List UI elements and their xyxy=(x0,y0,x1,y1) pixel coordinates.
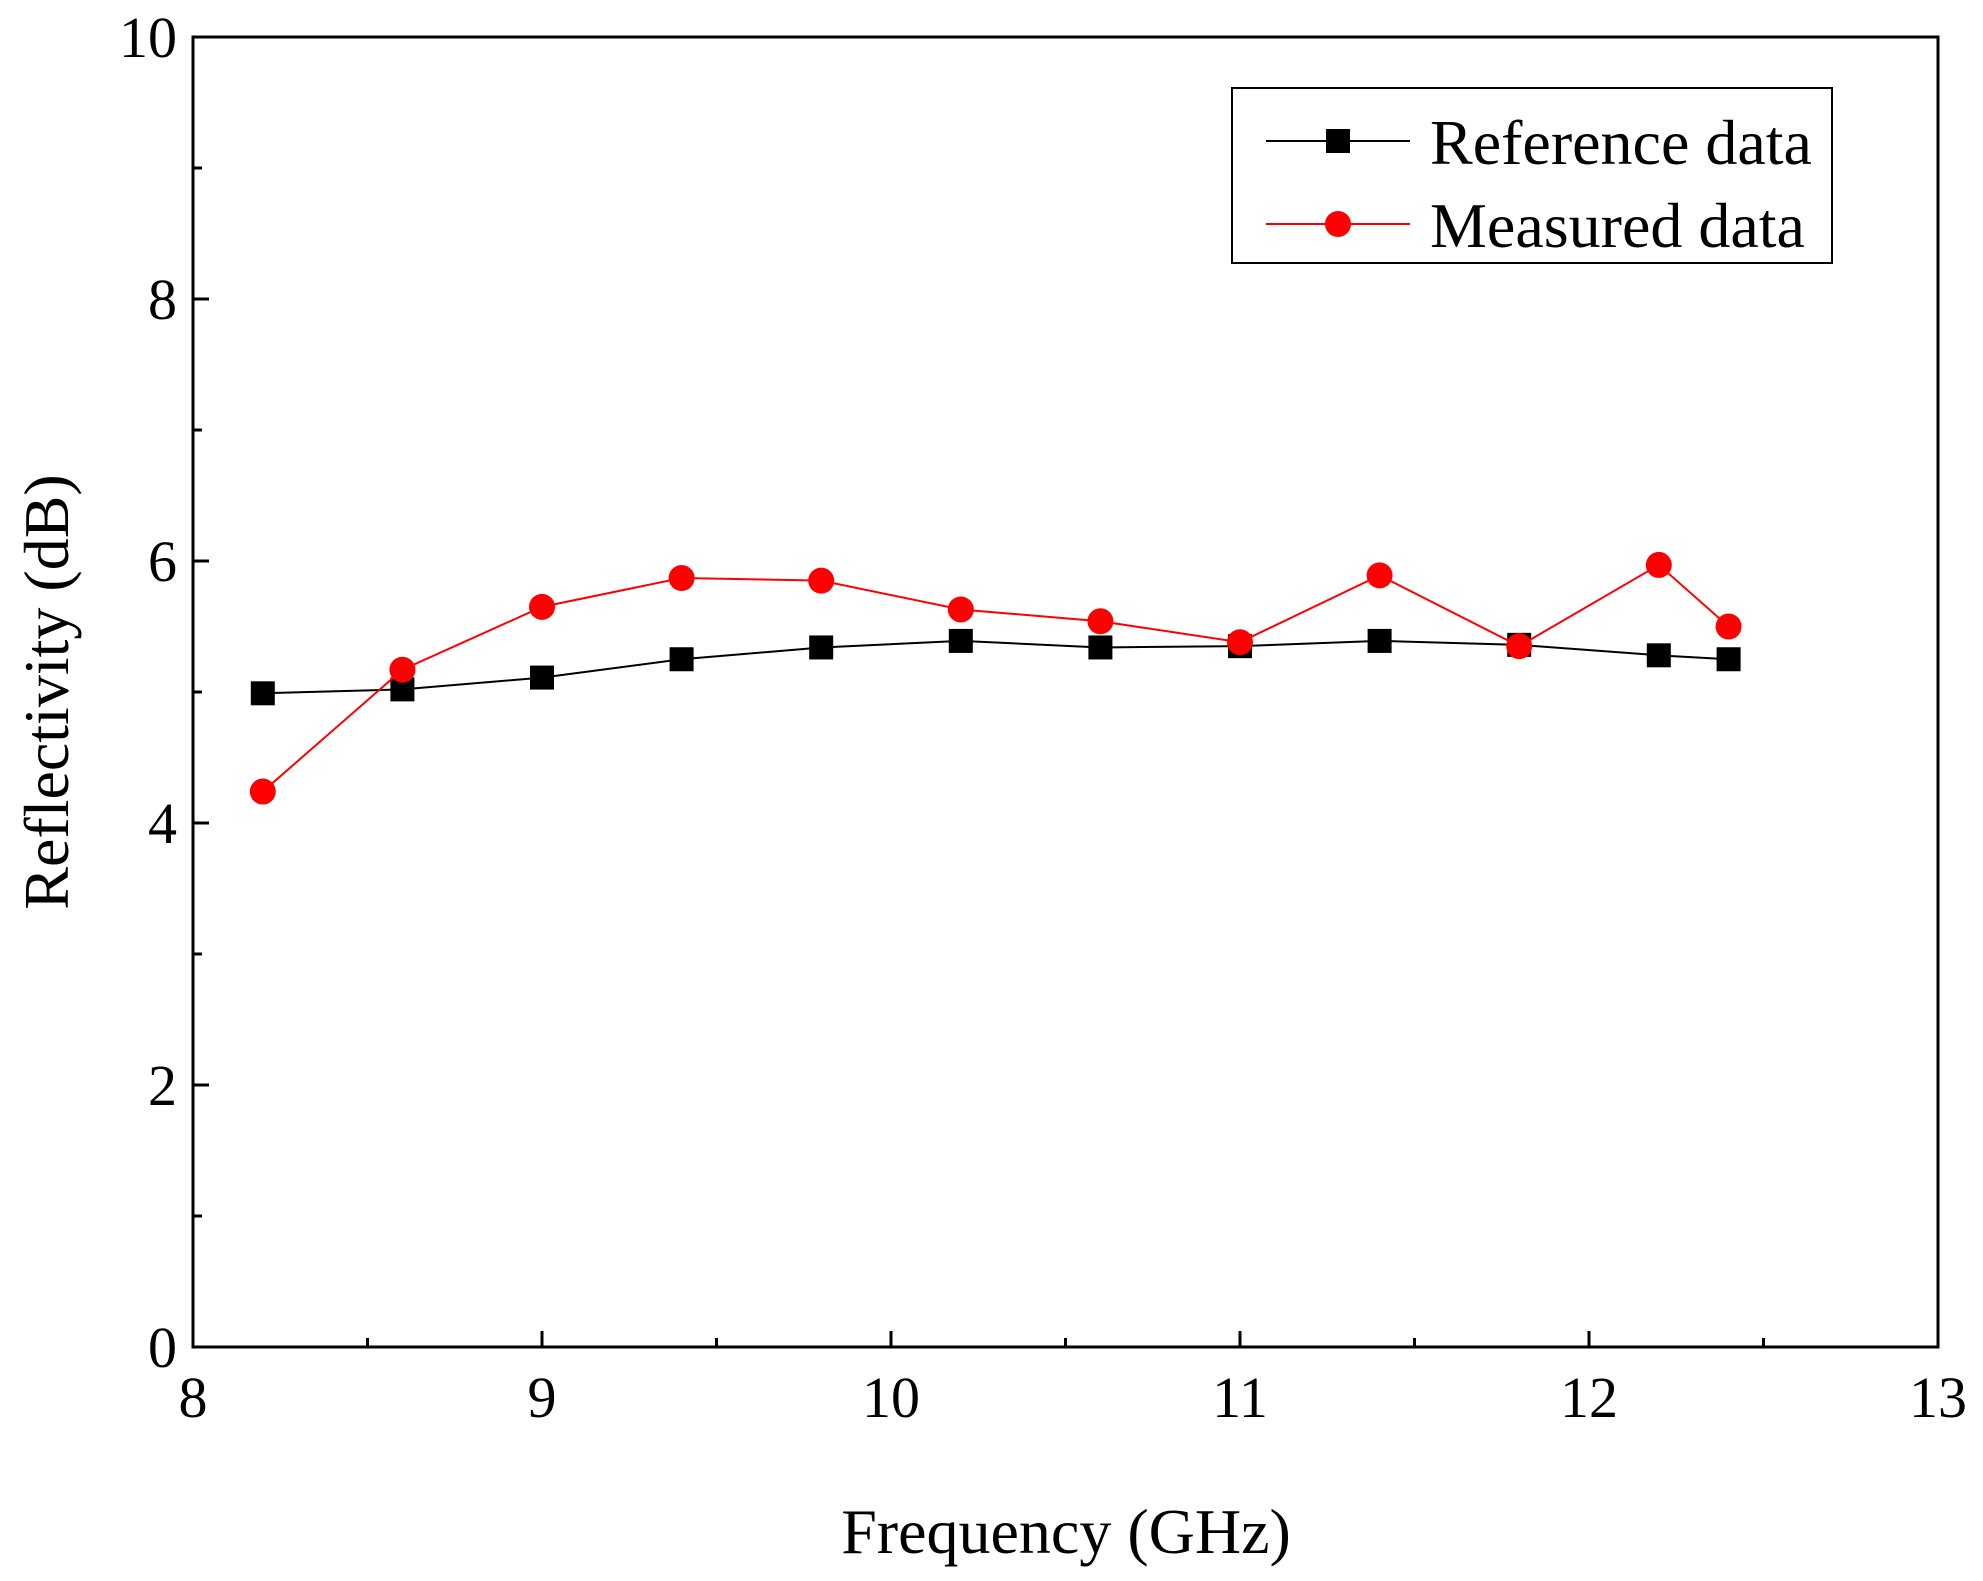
x-tick-label: 13 xyxy=(1909,1365,1967,1430)
series-layer xyxy=(249,551,1742,805)
legend-entry-measured: Measured data xyxy=(1266,190,1805,261)
data-point-reference-data xyxy=(1367,628,1392,653)
x-tick-label: 10 xyxy=(862,1365,920,1430)
data-point-reference-data xyxy=(530,665,554,690)
y-tick-label: 2 xyxy=(148,1053,177,1118)
data-point-measured-data xyxy=(249,778,276,805)
y-tick-label: 0 xyxy=(148,1315,177,1380)
x-tick-label: 8 xyxy=(179,1365,208,1430)
y-axis-title: Reflectivity (dB) xyxy=(11,474,82,909)
x-tick-label: 9 xyxy=(528,1365,557,1430)
x-axis-title: Frequency (GHz) xyxy=(841,1496,1291,1567)
data-point-reference-data xyxy=(669,647,694,672)
data-point-reference-data xyxy=(250,681,275,706)
data-point-reference-data xyxy=(1088,635,1113,660)
x-tick-label: 11 xyxy=(1212,1365,1268,1430)
legend-label-measured: Measured data xyxy=(1430,190,1805,261)
data-point-measured-data xyxy=(668,565,695,592)
legend-label-reference: Reference data xyxy=(1430,107,1812,178)
data-point-measured-data xyxy=(1366,562,1393,589)
data-point-reference-data xyxy=(1646,643,1671,668)
series-line-reference-data xyxy=(262,639,1729,695)
y-tick-label: 10 xyxy=(119,5,177,70)
y-tick-label: 4 xyxy=(148,791,177,856)
data-point-reference-data xyxy=(809,635,834,660)
x-tick-label: 12 xyxy=(1560,1365,1618,1430)
data-point-measured-data xyxy=(1715,613,1742,640)
series-measured-data xyxy=(249,551,1742,805)
data-point-measured-data xyxy=(947,596,974,623)
data-point-measured-data xyxy=(1087,608,1114,635)
legend: Reference data Measured data xyxy=(1231,87,1833,264)
ticks-layer: 8 9 10 11 12 13 0 2 4 6 8 10 xyxy=(119,5,1967,1430)
y-tick-label: 8 xyxy=(148,267,177,332)
legend-marker-reference xyxy=(1326,129,1350,153)
data-point-measured-data xyxy=(1227,629,1253,656)
legend-entry-reference: Reference data xyxy=(1266,107,1812,178)
legend-marker-measured xyxy=(1325,211,1351,237)
data-point-measured-data xyxy=(1645,551,1672,578)
y-tick-label: 6 xyxy=(148,529,177,594)
series-line-measured-data xyxy=(262,563,1730,793)
data-point-measured-data xyxy=(808,567,835,594)
data-point-reference-data xyxy=(948,628,973,653)
data-point-reference-data xyxy=(1716,647,1741,672)
data-point-measured-data xyxy=(1506,633,1533,660)
plot-frame xyxy=(191,35,1940,1349)
data-point-measured-data xyxy=(529,593,555,620)
data-point-measured-data xyxy=(389,656,416,683)
